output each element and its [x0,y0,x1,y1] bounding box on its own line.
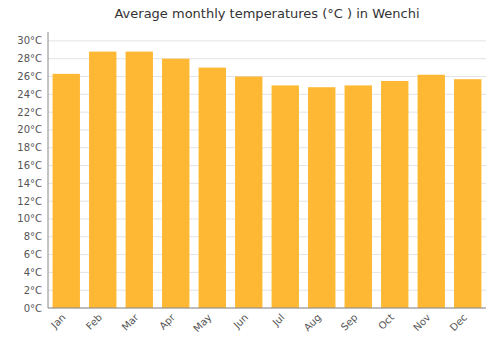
bar [308,87,335,308]
bar [89,52,116,308]
x-tick-label: Dec [448,312,469,333]
bar [199,68,226,308]
y-tick-label: 2°C [24,285,42,296]
x-tick-label: Jan [48,312,67,331]
bar [53,74,80,308]
y-tick-label: 0°C [24,303,42,314]
y-tick-label: 18°C [17,142,42,153]
x-axis-line [48,308,486,309]
grid-line [48,308,486,309]
x-tick-label: Feb [84,312,104,332]
x-tick-label: Nov [411,312,433,334]
x-tick-label: Oct [376,312,396,332]
y-tick-label: 12°C [17,196,42,207]
chart-svg: Average monthly temperatures (°C ) in We… [0,0,500,350]
x-tick-label: Jul [270,312,287,329]
title: Average monthly temperatures (°C ) in We… [114,6,419,21]
y-tick-label: 22°C [17,107,42,118]
y-tick-label: 4°C [24,267,42,278]
bar [126,52,153,308]
x-tick-label: Sep [339,312,360,333]
bar [418,75,445,308]
bar [454,79,481,308]
y-tick-label: 10°C [17,213,42,224]
chart-container: Average monthly temperatures (°C ) in We… [0,0,500,350]
y-tick-label: 26°C [17,71,42,82]
grid-line [48,40,486,41]
y-tick-label: 14°C [17,178,42,189]
bar [272,85,299,308]
x-tick-label: May [191,312,213,334]
x-tick-label: Jun [231,312,251,332]
x-tick-label: Aug [302,312,324,334]
bar [345,85,372,308]
y-tick-label: 6°C [24,249,42,260]
y-tick-label: 16°C [17,160,42,171]
y-tick-label: 8°C [24,231,42,242]
y-tick-label: 20°C [17,124,42,135]
bar [381,81,408,308]
x-tick-label: Mar [120,311,142,333]
y-tick-label: 24°C [17,89,42,100]
y-axis-line [48,32,49,308]
x-tick-label: Apr [157,311,178,332]
bar [235,77,262,308]
y-grid [48,41,486,308]
y-tick-label: 30°C [17,35,42,46]
bar [162,59,189,308]
y-tick-label: 28°C [17,53,42,64]
bars [53,52,482,308]
